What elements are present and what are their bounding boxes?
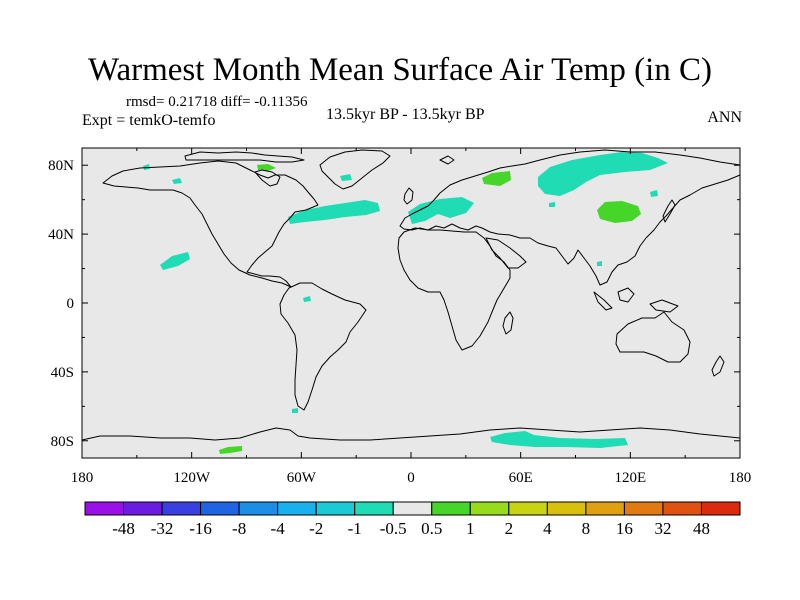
- colorbar-swatch: [123, 501, 163, 516]
- colorbar-label: -2: [309, 519, 323, 538]
- coast-africa: [397, 227, 511, 351]
- coast-arabia: [485, 237, 527, 269]
- x-tick-label: 120E: [614, 470, 646, 486]
- period-label: 13.5kyr BP - 13.5kyr BP: [326, 106, 485, 123]
- colorbar-label: 1: [466, 519, 475, 538]
- patch-antarctica: [490, 431, 628, 448]
- colorbar-label: 2: [505, 519, 514, 538]
- colorbar-label: -0.5: [380, 519, 407, 538]
- coast-arctic-islands: [184, 151, 305, 163]
- coast-japan: [662, 199, 676, 223]
- coast-north-america: [102, 160, 319, 288]
- patch-spain-small: [549, 202, 555, 207]
- x-tick-label: 60W: [287, 470, 317, 486]
- y-tick-label: 40S: [51, 365, 74, 381]
- colorbar-swatch: [238, 501, 279, 516]
- patch-north-pacific: [160, 252, 190, 270]
- colorbar-swatch: [392, 501, 433, 516]
- coast-uk: [403, 187, 414, 205]
- patch-hudson: [257, 164, 276, 171]
- colorbar-swatch: [354, 501, 394, 516]
- coast-new-guinea: [649, 299, 679, 313]
- experiment-label: Expt = temkO-temfo: [82, 112, 216, 129]
- colorbar-swatch: [200, 501, 240, 516]
- x-tick-label: 0: [407, 470, 415, 486]
- patch-india-small: [597, 261, 602, 266]
- colorbar-label: -16: [189, 519, 212, 538]
- colorbar-swatch: [315, 501, 356, 516]
- colorbar-swatch: [700, 501, 741, 516]
- colorbar-label: -48: [112, 519, 135, 538]
- colorbar-swatch: [277, 501, 317, 516]
- x-tick-label: 60E: [509, 470, 533, 486]
- y-axis: 80N 40N 0 40S 80S: [48, 158, 740, 450]
- colorbar-label: 48: [693, 519, 710, 538]
- season-label: ANN: [707, 109, 742, 126]
- colorbar-label: -1: [348, 519, 362, 538]
- patch-europe: [408, 197, 474, 224]
- colorbar-swatch: [623, 501, 664, 516]
- coast-greenland: [319, 149, 391, 190]
- colorbar-label: 16: [616, 519, 633, 538]
- patch-siberia: [538, 152, 668, 196]
- colorbar-swatch: [546, 501, 587, 516]
- colorbar-swatch: [585, 501, 625, 516]
- coast-south-america: [279, 282, 367, 411]
- colorbar-swatch: [469, 501, 510, 516]
- patch-caribbean: [303, 296, 311, 302]
- patch-peninsula: [292, 408, 298, 413]
- patch-east-asia: [650, 190, 658, 197]
- y-tick-label: 80N: [48, 158, 74, 174]
- y-tick-label: 0: [67, 296, 75, 312]
- y-tick-label: 80S: [51, 434, 74, 450]
- patch-greenland-small: [340, 174, 352, 181]
- coast-australia: [615, 311, 691, 363]
- y-tick-label: 40N: [48, 227, 74, 243]
- patch-arctic-small2: [172, 178, 182, 184]
- coast-borneo: [617, 287, 635, 303]
- colorbar-label: 8: [582, 519, 591, 538]
- colorbar-label: -32: [151, 519, 174, 538]
- coast-sumatra: [593, 291, 613, 311]
- colorbar-label: 4: [543, 519, 552, 538]
- stats-text: rmsd= 0.21718 diff= -0.11356: [126, 94, 308, 110]
- coast-antarctica: [81, 427, 741, 441]
- chart-title: Warmest Month Mean Surface Air Temp (in …: [87, 52, 713, 88]
- colorbar-label: -8: [232, 519, 246, 538]
- coast-hudson-bay: [254, 169, 281, 187]
- anomaly-patches: [143, 152, 668, 454]
- patch-scandinavia-green: [482, 171, 511, 186]
- coastlines: [81, 149, 741, 441]
- colorbar-swatch: [662, 501, 702, 516]
- colorbar-label: 32: [654, 519, 671, 538]
- colorbar-swatch: [431, 501, 471, 516]
- colorbar-swatch: [84, 501, 125, 516]
- map-background: [82, 148, 740, 458]
- colorbar-label: -4: [271, 519, 286, 538]
- colorbar-swatch: [508, 501, 548, 516]
- coast-eurasia: [399, 149, 741, 286]
- colorbar: -48 -32 -16 -8 -4 -2 -1 -0.5 0.5 1 2 4 8 16 32 48: [84, 501, 741, 538]
- patch-north-atlantic: [288, 200, 380, 224]
- colorbar-label: 0.5: [421, 519, 442, 538]
- x-tick-label: 180: [71, 470, 94, 486]
- x-tick-label: 120W: [173, 470, 211, 486]
- coast-madagascar: [502, 311, 514, 335]
- coast-svalbard: [439, 155, 455, 165]
- patch-antarctic-green: [219, 446, 242, 454]
- colorbar-swatch: [161, 501, 202, 516]
- x-tick-label: 180: [729, 470, 752, 486]
- patch-central-asia: [597, 201, 641, 223]
- patch-arctic-small1: [143, 164, 150, 170]
- coast-new-zealand: [711, 355, 725, 377]
- x-axis: 180 120W 60W 0 60E 120E 180: [71, 148, 752, 486]
